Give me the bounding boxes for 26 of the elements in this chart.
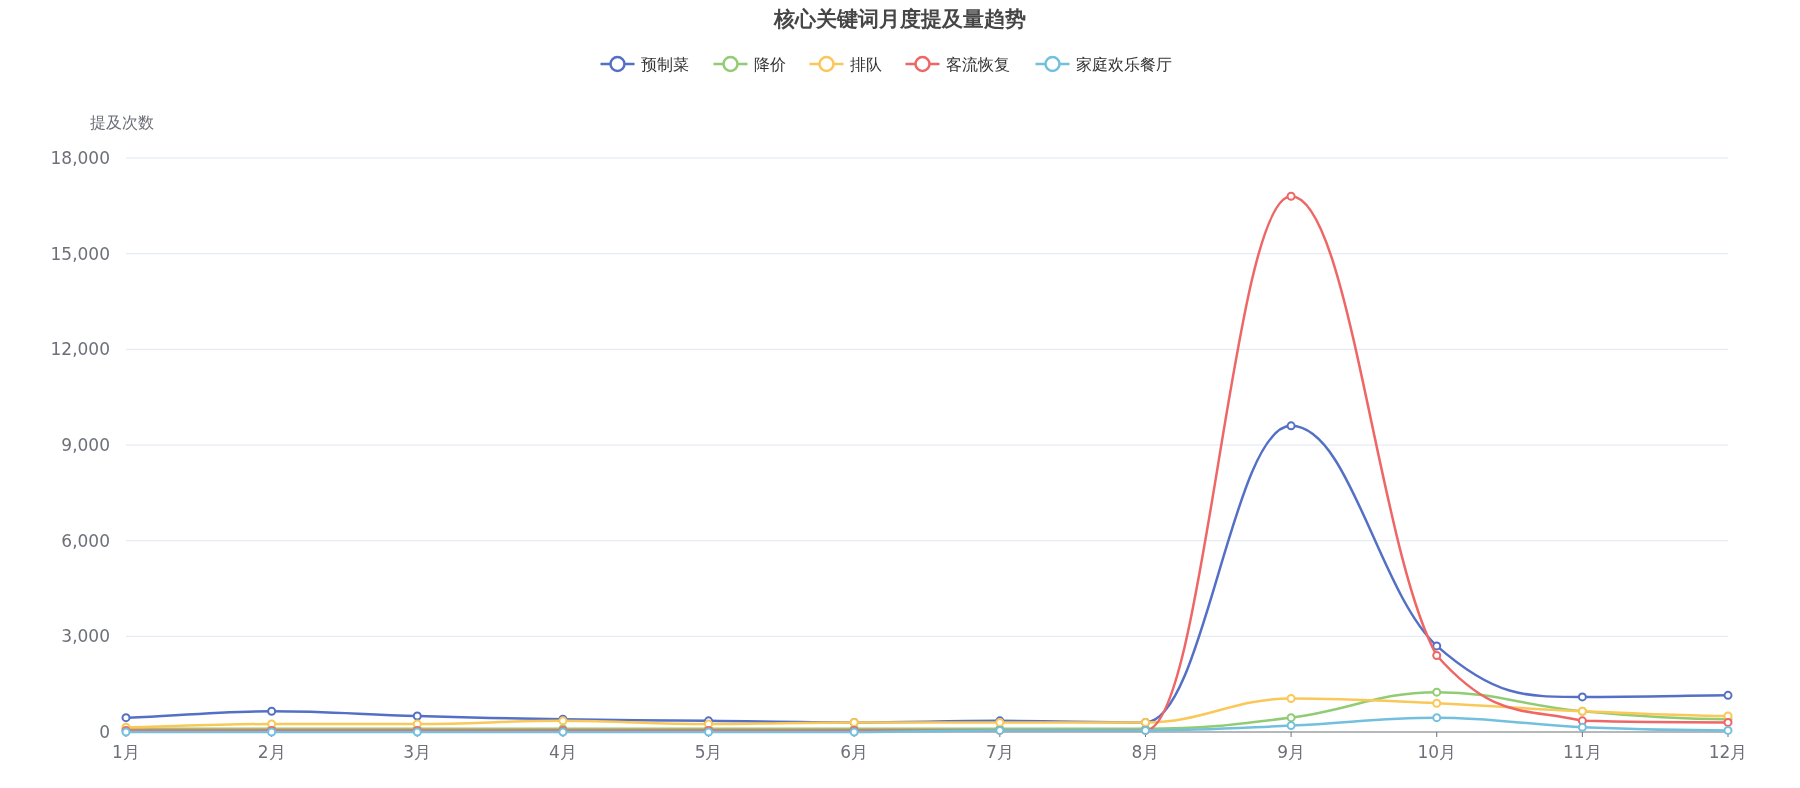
x-tick-label: 7月	[985, 742, 1014, 762]
y-tick-label: 6,000	[61, 530, 110, 551]
legend-label: 降价	[753, 55, 786, 74]
y-tick-label: 0	[99, 722, 110, 742]
legend-label: 客流恢复	[945, 55, 1010, 74]
x-tick-label: 8月	[1131, 742, 1160, 762]
x-tick-label: 1月	[112, 742, 140, 762]
y-tick-label: 15,000	[50, 243, 110, 264]
y-axis-title: 提及次数	[90, 113, 154, 132]
x-tick-label: 3月	[403, 742, 432, 762]
y-tick-label: 3,000	[61, 626, 110, 647]
legend-label: 预制菜	[640, 55, 689, 74]
x-tick-label: 12月	[1708, 742, 1748, 762]
legend-label: 家庭欢乐餐厅	[1075, 55, 1172, 74]
y-tick-label: 12,000	[50, 339, 110, 360]
y-tick-label: 18,000	[50, 148, 110, 168]
x-tick-label: 6月	[840, 742, 869, 762]
x-tick-label: 10月	[1417, 742, 1457, 762]
legend-label: 排队	[849, 55, 882, 74]
x-tick-label: 9月	[1277, 742, 1306, 762]
x-tick-label: 2月	[257, 742, 286, 762]
x-tick-label: 4月	[549, 742, 577, 762]
y-tick-label: 9,000	[61, 435, 110, 455]
x-tick-label: 11月	[1563, 742, 1602, 762]
chart-title: 核心关键词月度提及量趋势	[773, 7, 1026, 31]
x-tick-label: 5月	[694, 742, 723, 762]
